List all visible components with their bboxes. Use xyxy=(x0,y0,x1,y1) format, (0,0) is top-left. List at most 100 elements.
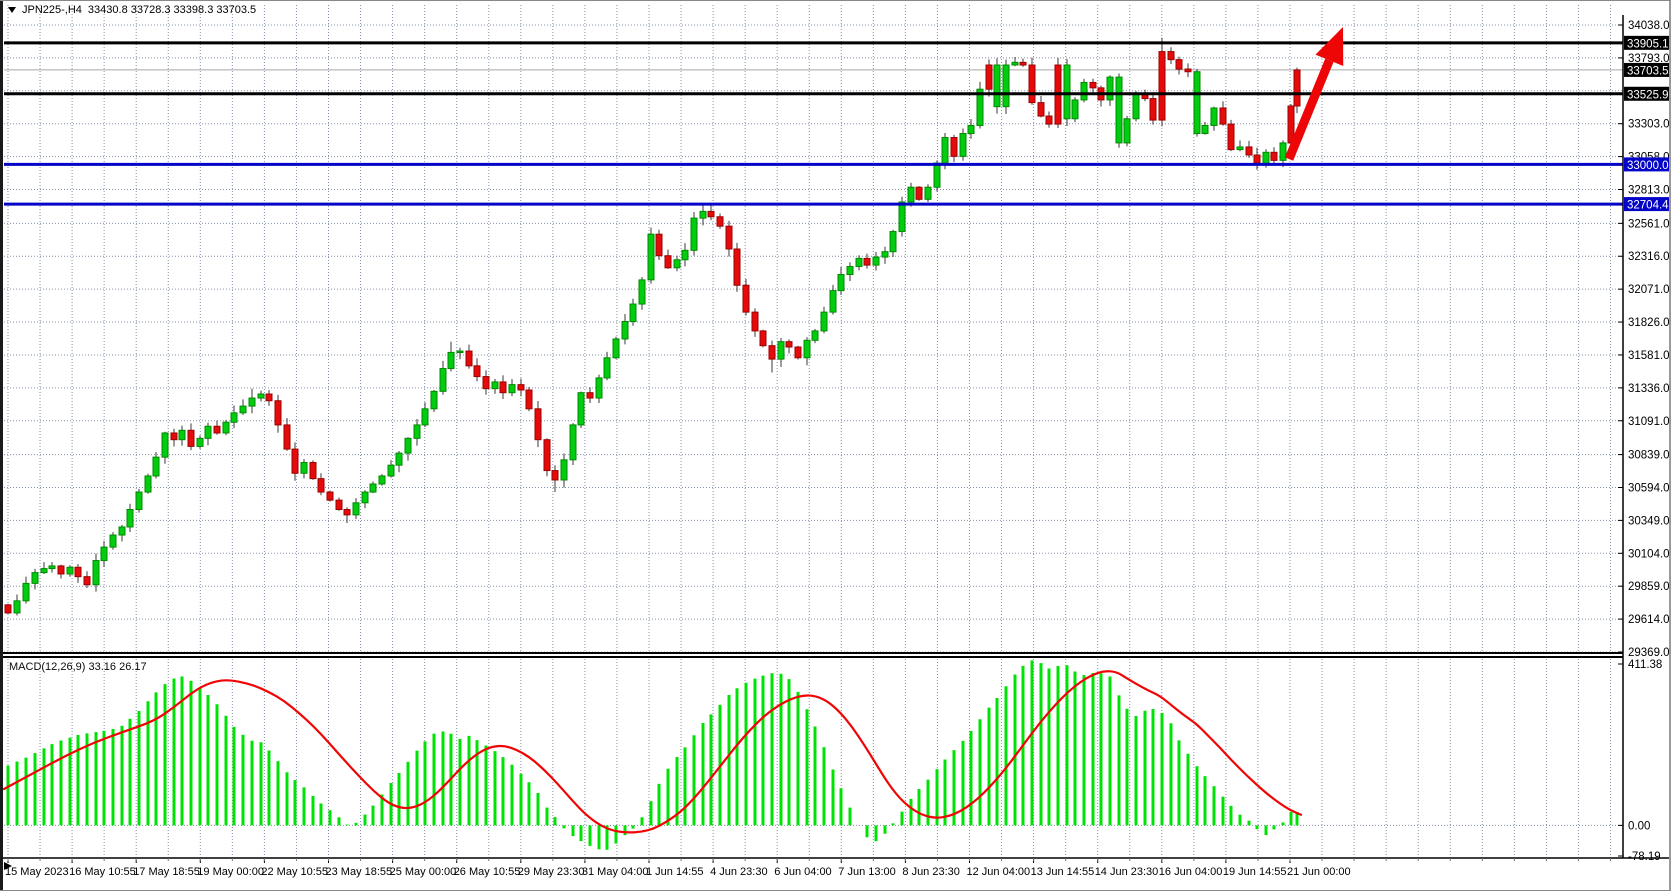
date-axis-label: 22 May 10:55 xyxy=(261,866,328,878)
candle-body xyxy=(915,186,923,200)
candle-body xyxy=(48,565,56,570)
candlestick xyxy=(118,524,126,542)
candle-body xyxy=(881,251,889,258)
candlestick xyxy=(74,564,82,583)
candle-body xyxy=(1071,99,1079,120)
candle-body xyxy=(603,357,611,379)
date-axis-label: 14 Jun 23:30 xyxy=(1095,866,1159,878)
candlestick xyxy=(100,541,108,567)
candlestick xyxy=(213,420,221,435)
candlestick xyxy=(1279,140,1287,168)
symbol-period-label: JPN225-,H4 xyxy=(22,4,82,16)
candlestick xyxy=(1253,147,1261,170)
candlestick xyxy=(361,490,369,509)
candle-body xyxy=(187,429,195,447)
candle-body xyxy=(1210,107,1218,126)
candlestick xyxy=(300,459,308,479)
candle-body xyxy=(933,162,941,188)
macd-main-value: 33.16 xyxy=(88,661,117,673)
candle-body xyxy=(976,88,984,126)
candle-body xyxy=(40,568,48,574)
price-axis-label: 31336.0 xyxy=(1628,383,1670,395)
candle-body xyxy=(265,393,273,402)
symbol-dropdown-icon[interactable] xyxy=(8,7,16,13)
candle-body xyxy=(335,499,343,511)
candlestick xyxy=(499,375,507,399)
candlestick xyxy=(1227,119,1235,152)
candlestick xyxy=(248,388,256,414)
candlestick xyxy=(638,276,646,310)
candlestick xyxy=(152,452,160,479)
grid-lines xyxy=(4,5,1623,858)
candle-body xyxy=(447,351,455,370)
candle-body xyxy=(759,330,767,347)
price-axis-label: 32316.0 xyxy=(1628,251,1670,263)
candlestick xyxy=(326,490,334,502)
candlestick xyxy=(1028,57,1036,105)
candlestick xyxy=(144,473,152,494)
trend-arrow-shaft[interactable] xyxy=(1284,58,1334,161)
candlestick xyxy=(716,213,724,229)
candle-body xyxy=(1037,102,1045,117)
price-axis[interactable]: 34038.033793.033303.033058.032813.032561… xyxy=(1618,20,1671,863)
candle-body xyxy=(985,64,993,90)
candle-body xyxy=(1236,146,1244,151)
candle-body xyxy=(1158,51,1166,121)
date-axis-label: 6 Jun 04:00 xyxy=(774,866,832,878)
candle-body xyxy=(196,437,204,447)
candle-body xyxy=(274,400,282,426)
candlestick xyxy=(1071,97,1079,123)
candlestick xyxy=(257,390,265,402)
candlestick xyxy=(1037,96,1045,118)
candle-body xyxy=(889,231,897,253)
candlestick xyxy=(1115,73,1123,148)
candlestick xyxy=(48,562,56,573)
candlestick xyxy=(1089,78,1097,95)
candle-body xyxy=(1201,124,1209,135)
candlestick xyxy=(135,488,143,513)
candle-body xyxy=(1002,64,1010,108)
price-axis-label: 30594.0 xyxy=(1628,482,1670,494)
candle-body xyxy=(395,452,403,466)
price-level-badge: 33000.0 xyxy=(1624,157,1671,172)
candlestick xyxy=(170,428,178,447)
candle-body xyxy=(413,424,421,439)
trend-arrow[interactable] xyxy=(1284,27,1344,161)
trend-arrow-head[interactable] xyxy=(1315,27,1344,66)
date-axis-label: 16 Jun 04:00 xyxy=(1159,866,1223,878)
candlestick xyxy=(1193,68,1201,137)
candlestick xyxy=(126,503,134,533)
candlestick xyxy=(187,423,195,451)
candlestick xyxy=(283,418,291,451)
date-axis-label: 25 May 00:00 xyxy=(390,866,457,878)
candle-body xyxy=(855,257,863,267)
candlestick xyxy=(603,351,611,381)
candle-body xyxy=(57,565,65,575)
candlestick xyxy=(222,419,230,436)
candle-body xyxy=(1028,64,1036,104)
candle-body xyxy=(161,432,169,458)
date-axis-label: 21 Jun 00:00 xyxy=(1287,866,1351,878)
panel-borders xyxy=(0,15,1671,859)
candlestick xyxy=(846,262,854,281)
candle-body xyxy=(1262,151,1270,164)
candlestick xyxy=(733,242,741,292)
candle-body xyxy=(491,381,499,390)
candle-body xyxy=(716,216,724,227)
candlestick xyxy=(439,360,447,395)
candle-body xyxy=(543,439,551,472)
candlestick xyxy=(1080,78,1088,103)
candlestick xyxy=(1270,147,1278,165)
price-axis-label: 29614.0 xyxy=(1628,614,1670,626)
candlestick xyxy=(985,59,993,97)
candlestick xyxy=(855,255,863,271)
candle-body xyxy=(1219,107,1227,125)
candlestick xyxy=(109,532,117,550)
date-axis-label: 1 Jun 14:55 xyxy=(646,866,704,878)
candlestick xyxy=(629,298,637,326)
candlestick xyxy=(1236,140,1244,152)
candlestick xyxy=(40,562,48,575)
